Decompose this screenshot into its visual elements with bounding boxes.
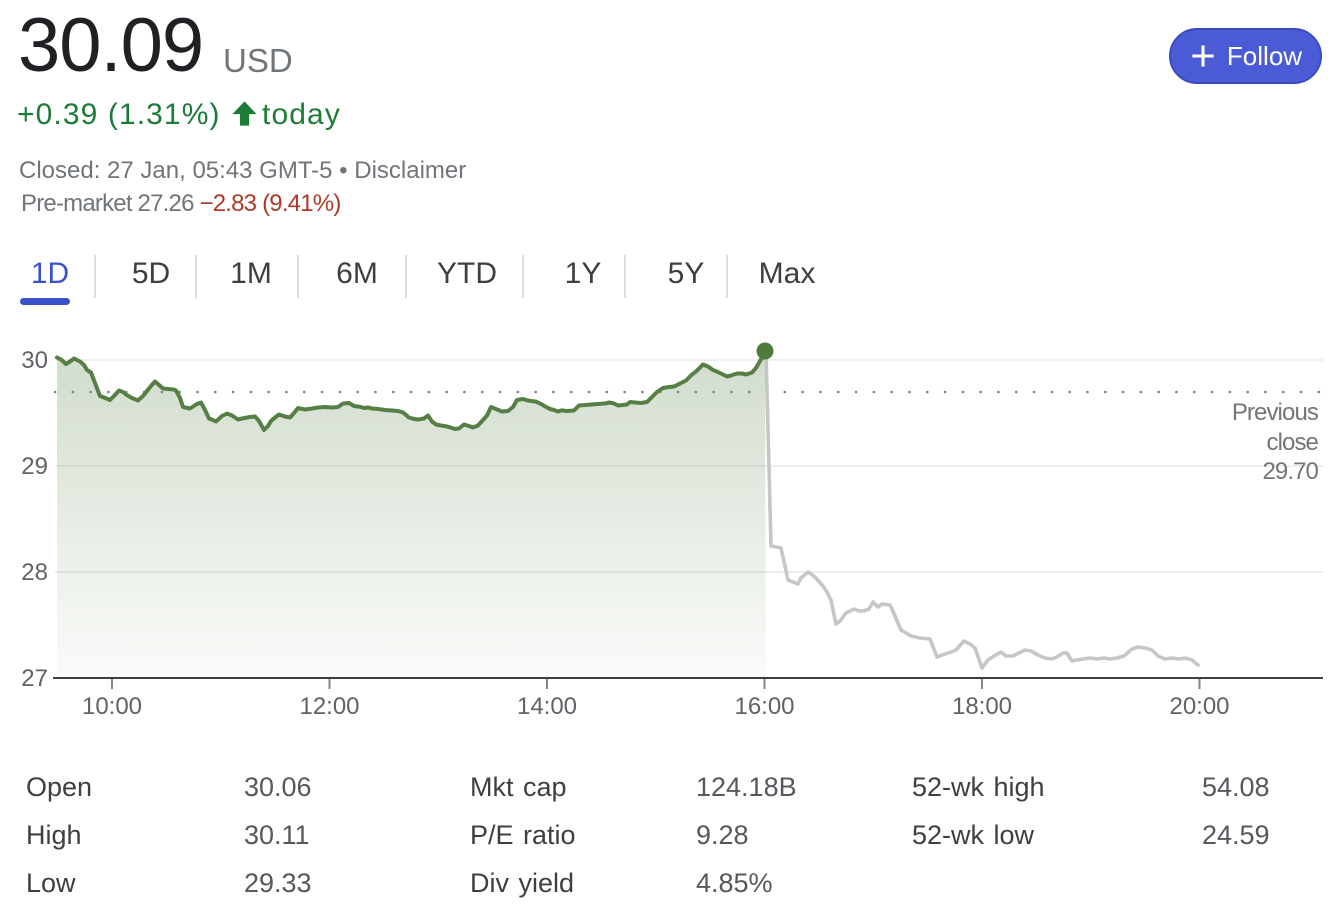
svg-text:10:00: 10:00	[82, 693, 142, 720]
svg-text:28: 28	[21, 559, 48, 586]
svg-text:20:00: 20:00	[1169, 693, 1229, 720]
svg-text:29.70: 29.70	[1262, 458, 1318, 485]
svg-text:close: close	[1266, 429, 1318, 456]
svg-text:14:00: 14:00	[517, 693, 577, 720]
svg-text:27: 27	[21, 665, 48, 692]
svg-text:30: 30	[21, 347, 48, 374]
svg-text:29: 29	[21, 453, 48, 480]
svg-text:12:00: 12:00	[299, 693, 359, 720]
svg-text:16:00: 16:00	[734, 693, 794, 720]
svg-text:18:00: 18:00	[952, 693, 1012, 720]
svg-text:Previous: Previous	[1232, 399, 1319, 426]
